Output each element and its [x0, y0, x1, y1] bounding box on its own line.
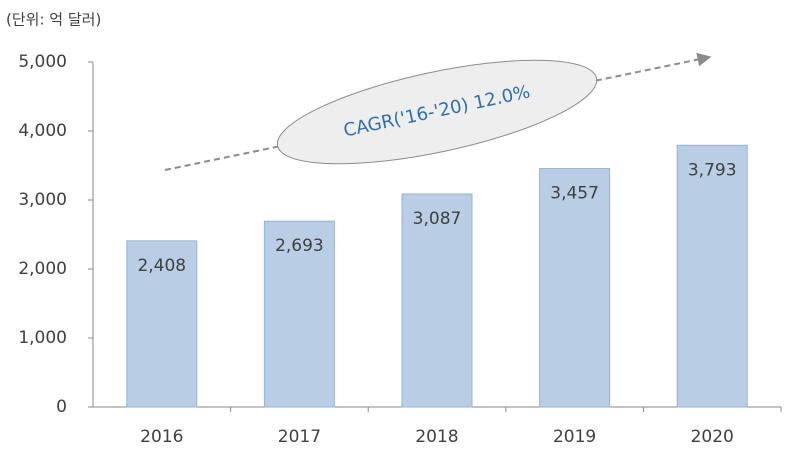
bar	[676, 144, 748, 408]
value-label: 2,408	[137, 256, 186, 276]
x-tick-label: 2017	[278, 427, 321, 447]
bar	[539, 167, 611, 408]
y-tick-label: 2,000	[18, 259, 67, 279]
x-tick-label: 2020	[691, 427, 734, 447]
value-label: 3,457	[550, 183, 599, 203]
y-tick-label: 4,000	[18, 121, 67, 141]
x-tick-label: 2018	[415, 427, 458, 447]
x-tick-label: 2016	[140, 427, 183, 447]
x-tick-label: 2019	[553, 427, 596, 447]
trend-arrow	[164, 52, 712, 171]
annotation-ellipse	[276, 59, 598, 165]
plot-area: 0 1,000 2,000 3,000 4,000 5,000 2016 2,408 2017 2…	[18, 52, 782, 447]
bar	[126, 240, 198, 408]
value-label: 3,793	[688, 160, 737, 180]
bar	[401, 193, 473, 408]
y-tick-label: 3,000	[18, 190, 67, 210]
value-label: 2,693	[275, 236, 324, 256]
y-tick-label: 1,000	[18, 328, 67, 348]
unit-label: (단위: 억 달러)	[6, 11, 101, 29]
y-tick-label: 0	[56, 397, 67, 417]
bar	[263, 220, 335, 408]
value-label: 3,087	[413, 209, 462, 229]
y-tick-label: 5,000	[18, 52, 67, 72]
